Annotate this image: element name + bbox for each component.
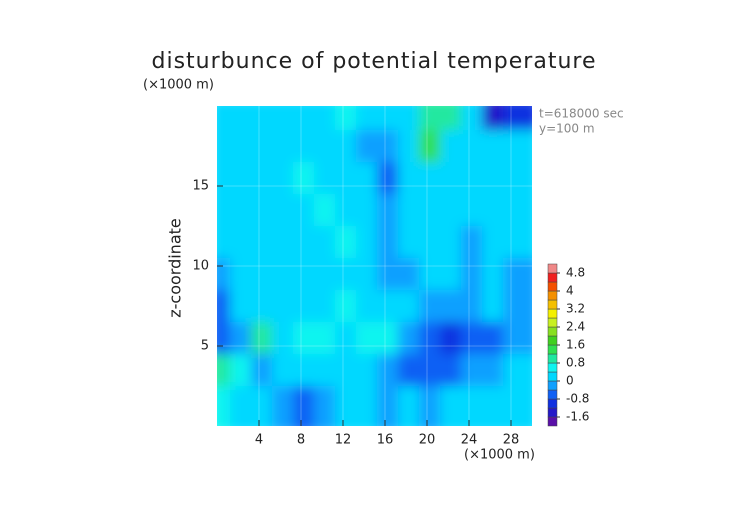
axes: 4 8 12 16 20 24 28 5 10 15 4.8 4 3.2 2.4 1.6 0.8 0 -0.8 -1… (192, 179, 589, 448)
chart-title: disturbunce of potential temperature (152, 49, 597, 74)
colorbar-label: 0.8 (566, 356, 585, 370)
y-tick-label: 5 (201, 339, 209, 354)
colorbar-box (547, 281, 558, 292)
x-tick-label: 20 (419, 433, 436, 448)
colorbar-box (547, 326, 558, 337)
colorbar-label: 1.6 (566, 338, 585, 352)
x-tick-label: 12 (335, 433, 352, 448)
y-unit-label: (×1000 m) (143, 78, 214, 93)
y-tick-label: 10 (192, 259, 209, 274)
x-tick-label: 4 (255, 433, 263, 448)
colorbar-box (547, 398, 558, 409)
colorbar-box (547, 353, 558, 364)
colorbar-label: -1.6 (566, 410, 589, 424)
colorbar-label: -0.8 (566, 392, 589, 406)
colorbar-box (547, 380, 558, 391)
annotation: t=618000 sec (539, 107, 624, 121)
colorbar-box (547, 407, 558, 418)
colorbar-box (547, 272, 558, 283)
colorbar-label: 4.8 (566, 266, 585, 280)
colorbar-label: 4 (566, 284, 574, 298)
colorbar-box (547, 263, 558, 274)
y-axis-label: z-coordinate (166, 218, 185, 318)
colorbar-box (547, 317, 558, 328)
colorbar-label: 0 (566, 374, 574, 388)
x-tick-label: 16 (377, 433, 394, 448)
annotation: y=100 m (539, 122, 595, 136)
colorbar-box (547, 299, 558, 310)
x-tick-label: 24 (461, 433, 478, 448)
field (217, 106, 532, 426)
colorbar-box (547, 389, 558, 400)
colorbar-box (547, 362, 558, 373)
colorbar-box (547, 344, 558, 355)
colorbar-box (547, 371, 558, 382)
field-cell (503, 386, 532, 426)
x-tick-label: 8 (297, 433, 305, 448)
colorbar-box (547, 308, 558, 319)
colorbar-box (547, 416, 558, 427)
colorbar-label: 3.2 (566, 302, 585, 316)
x-tick-label: 28 (503, 433, 520, 448)
colorbar-box (547, 290, 558, 301)
x-axis-label: (×1000 m) (464, 448, 535, 463)
y-tick-label: 15 (192, 179, 209, 194)
colorbar-box (547, 335, 558, 346)
cells (217, 106, 532, 426)
colorbar-label: 2.4 (566, 320, 585, 334)
